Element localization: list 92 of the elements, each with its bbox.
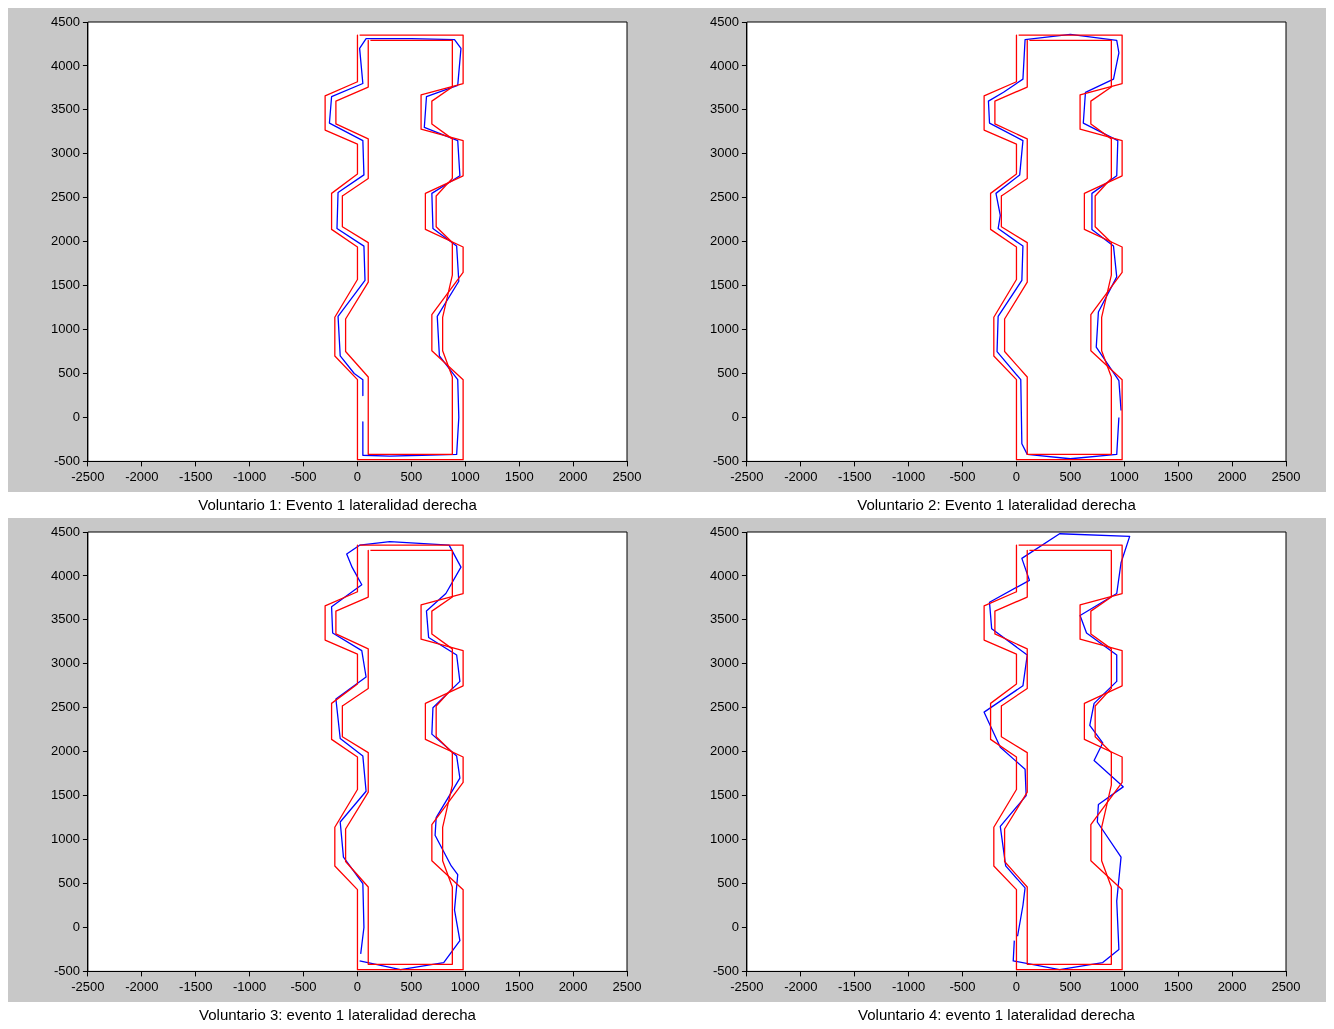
x-tick-label: 1500 [504, 978, 534, 994]
text: Voluntario 1: Evento 1 lateralidad derecha [197, 495, 478, 515]
y-tick-label: 0 [72, 919, 80, 935]
y-tick-label: 1500 [51, 277, 80, 293]
y-tick-label: 2000 [51, 233, 80, 249]
x-tick-label: -500 [290, 978, 317, 994]
x-tick-label: 0 [1012, 978, 1021, 994]
x-tick-label: 1500 [1163, 978, 1193, 994]
x-tick-label: -1000 [892, 978, 926, 994]
y-tick-label: 3500 [51, 611, 80, 627]
y-tick-label: 3000 [51, 655, 80, 671]
x-tick-label: -2000 [784, 468, 818, 484]
x-tick-label: -1500 [179, 978, 213, 994]
y-tick-label: 1500 [710, 787, 739, 803]
text: Voluntario 2: Evento 1 lateralidad derecha [856, 495, 1137, 515]
x-tick-label: -500 [290, 468, 317, 484]
x-tick-label: 2500 [612, 978, 642, 994]
x-tick-label: 2500 [1271, 468, 1301, 484]
x-tick-label: -2000 [125, 468, 159, 484]
y-tick-label: 500 [58, 875, 80, 891]
y-tick-label: 3500 [51, 101, 80, 117]
x-tick-label: 500 [400, 978, 423, 994]
y-tick-label: 1000 [51, 831, 80, 847]
x-tick-label: 1500 [504, 468, 534, 484]
y-tick-label: 4500 [710, 523, 739, 539]
y-tick-label: 500 [717, 875, 739, 891]
y-tick-label: 4500 [51, 13, 80, 29]
x-tick-label: -2500 [71, 468, 105, 484]
y-tick-label: 4000 [51, 57, 80, 73]
y-tick-label: 4000 [710, 567, 739, 583]
x-tick-label: 2000 [1217, 978, 1247, 994]
y-tick-label: 1500 [51, 787, 80, 803]
x-tick-label: 2000 [558, 978, 588, 994]
x-tick-label: 1000 [1109, 468, 1139, 484]
y-tick-label: 3000 [51, 145, 80, 161]
x-tick-label: -2500 [730, 978, 764, 994]
y-tick-label: 2000 [710, 233, 739, 249]
x-tick-label: 1500 [1163, 468, 1193, 484]
x-tick-label: -1000 [233, 468, 267, 484]
y-tick-label: 1000 [710, 321, 739, 337]
x-tick-label: 500 [1059, 468, 1082, 484]
x-tick-label: 0 [353, 978, 362, 994]
x-tick-label: 0 [353, 468, 362, 484]
x-tick-label: -2000 [125, 978, 159, 994]
y-tick-label: 0 [731, 919, 739, 935]
y-tick-label: 2500 [51, 189, 80, 205]
x-tick-label: -500 [949, 978, 976, 994]
y-tick-label: 1500 [710, 277, 739, 293]
x-tick-label: -1500 [838, 978, 872, 994]
y-tick-label: 4500 [51, 523, 80, 539]
text: Voluntario 3: evento 1 lateralidad derecha [198, 1005, 477, 1025]
x-tick-label: 2500 [1271, 978, 1301, 994]
x-tick-label: 1000 [450, 978, 480, 994]
x-tick-label: 2500 [612, 468, 642, 484]
x-tick-label: 500 [1059, 978, 1082, 994]
y-tick-label: -500 [712, 962, 739, 978]
y-tick-label: 2500 [710, 699, 739, 715]
y-tick-label: 3500 [710, 611, 739, 627]
x-tick-label: 2000 [1217, 468, 1247, 484]
x-tick-label: 0 [1012, 468, 1021, 484]
y-tick-label: 2500 [51, 699, 80, 715]
x-tick-label: -500 [949, 468, 976, 484]
x-tick-label: 1000 [450, 468, 480, 484]
y-tick-label: 2000 [51, 743, 80, 759]
y-tick-label: -500 [53, 452, 80, 468]
text: Voluntario 4: evento 1 lateralidad derecha [857, 1005, 1136, 1025]
y-tick-label: 4500 [710, 13, 739, 29]
x-tick-label: -1000 [892, 468, 926, 484]
y-tick-label: 500 [717, 365, 739, 381]
y-tick-label: -500 [712, 452, 739, 468]
y-tick-label: 0 [731, 409, 739, 425]
x-tick-label: 1000 [1109, 978, 1139, 994]
y-tick-label: -500 [53, 962, 80, 978]
y-tick-label: 4000 [51, 567, 80, 583]
y-tick-label: 500 [58, 365, 80, 381]
x-tick-label: -2500 [71, 978, 105, 994]
y-tick-label: 2500 [710, 189, 739, 205]
x-tick-label: -2500 [730, 468, 764, 484]
y-tick-label: 2000 [710, 743, 739, 759]
y-tick-label: 3000 [710, 145, 739, 161]
y-tick-label: 4000 [710, 57, 739, 73]
x-tick-label: -2000 [784, 978, 818, 994]
x-tick-label: -1500 [179, 468, 213, 484]
x-tick-label: -1500 [838, 468, 872, 484]
y-tick-label: 3000 [710, 655, 739, 671]
y-tick-label: 1000 [51, 321, 80, 337]
x-tick-label: 500 [400, 468, 423, 484]
x-tick-label: 2000 [558, 468, 588, 484]
x-tick-label: -1000 [233, 978, 267, 994]
y-tick-label: 1000 [710, 831, 739, 847]
y-tick-label: 3500 [710, 101, 739, 117]
y-tick-label: 0 [72, 409, 80, 425]
